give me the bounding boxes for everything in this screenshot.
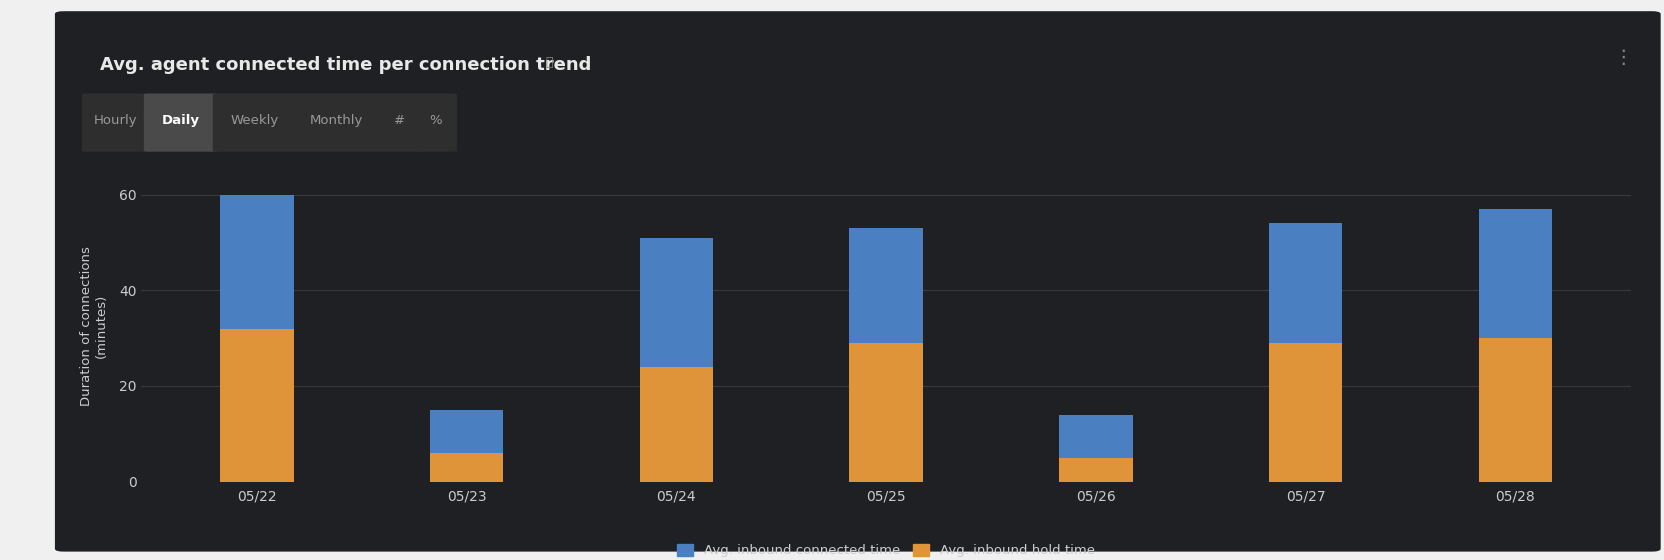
- Bar: [429, 453, 503, 482]
- Legend: Avg. inbound connected time, Avg. inbound hold time: Avg. inbound connected time, Avg. inboun…: [677, 544, 1095, 557]
- Bar: [1479, 338, 1553, 482]
- Bar: [220, 195, 293, 329]
- Bar: [1270, 343, 1343, 482]
- FancyBboxPatch shape: [378, 94, 421, 152]
- Bar: [639, 238, 714, 367]
- Text: ⓘ: ⓘ: [546, 56, 554, 69]
- Bar: [1058, 458, 1133, 482]
- FancyBboxPatch shape: [291, 94, 383, 152]
- Bar: [1270, 223, 1343, 343]
- Text: Weekly: Weekly: [230, 114, 278, 127]
- Y-axis label: Duration of connections
(minutes): Duration of connections (minutes): [80, 246, 108, 406]
- Bar: [639, 367, 714, 482]
- Bar: [1058, 414, 1133, 458]
- Text: Monthly: Monthly: [310, 114, 363, 127]
- Bar: [849, 343, 924, 482]
- FancyBboxPatch shape: [414, 94, 458, 152]
- Bar: [220, 329, 293, 482]
- Bar: [849, 228, 924, 343]
- FancyBboxPatch shape: [213, 94, 296, 152]
- Bar: [1479, 209, 1553, 338]
- FancyBboxPatch shape: [82, 94, 150, 152]
- Text: Hourly: Hourly: [95, 114, 138, 127]
- Text: Daily: Daily: [161, 114, 200, 127]
- Text: ⋮: ⋮: [1612, 48, 1632, 67]
- FancyBboxPatch shape: [143, 94, 218, 152]
- Text: %: %: [429, 114, 441, 127]
- Text: #: #: [394, 114, 404, 127]
- Bar: [429, 410, 503, 453]
- Text: Avg. agent connected time per connection trend: Avg. agent connected time per connection…: [100, 56, 591, 74]
